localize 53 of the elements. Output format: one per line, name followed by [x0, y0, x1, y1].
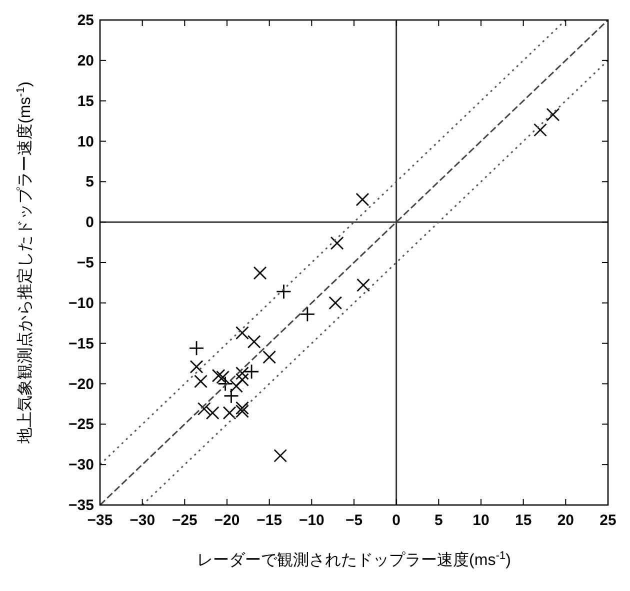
point [212, 368, 226, 382]
y-tick-label: −5 [76, 254, 94, 272]
y-tick-label: −30 [68, 456, 94, 474]
point [218, 376, 234, 392]
x-tick-label: 20 [557, 512, 574, 529]
x-tick-label: −25 [172, 512, 198, 529]
point [253, 266, 267, 280]
point [194, 374, 208, 388]
point [206, 406, 220, 420]
y-tick-label: 0 [86, 214, 94, 232]
point [236, 373, 249, 386]
point [328, 296, 342, 310]
point [546, 108, 560, 122]
point [216, 370, 230, 384]
x-tick-label: 25 [600, 512, 616, 529]
point [300, 306, 316, 322]
point [230, 379, 244, 393]
y-tick-label: −10 [68, 294, 94, 312]
x-tick-label: 15 [514, 512, 532, 529]
x-tick-label: −10 [298, 512, 324, 529]
point [236, 366, 249, 380]
y-tick-label: −20 [68, 376, 94, 393]
y-tick-label: −35 [68, 497, 94, 514]
point [188, 340, 204, 356]
point [244, 364, 260, 380]
point [276, 284, 292, 300]
y-tick-label: 10 [77, 133, 94, 150]
point [262, 350, 276, 364]
y-tick-label: 15 [77, 92, 94, 110]
point [247, 335, 261, 348]
point [236, 326, 249, 340]
x-tick-label: −5 [345, 512, 363, 529]
point [356, 192, 370, 206]
point [236, 401, 249, 415]
point [197, 402, 211, 416]
y-tick-label: 20 [77, 52, 94, 70]
point [330, 236, 344, 250]
x-tick-label: −30 [130, 512, 156, 529]
point [356, 278, 370, 292]
point [534, 123, 547, 137]
x-tick-label: −15 [256, 512, 282, 529]
point [274, 448, 288, 462]
x-tick-label: 0 [392, 512, 401, 529]
y-tick-label: 25 [77, 12, 94, 29]
x-tick-label: 10 [472, 512, 490, 529]
x-axis-title: レーダーで観測されたドップラー速度(ms$^{-1}$) [197, 550, 511, 569]
point [224, 388, 239, 404]
x-tick-label: −20 [214, 512, 240, 529]
y-tick-label: −25 [68, 416, 94, 434]
x-tick-label: 5 [434, 512, 443, 529]
y-tick-label: 5 [86, 174, 94, 191]
y-tick-label: −15 [68, 335, 94, 352]
point [190, 360, 204, 374]
